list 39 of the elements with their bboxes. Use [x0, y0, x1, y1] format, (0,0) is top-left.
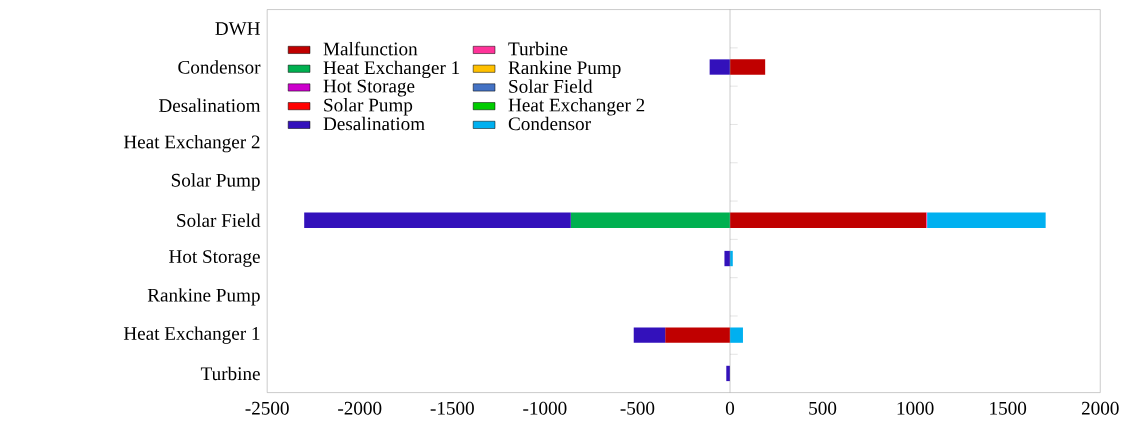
x-tick-label: -1500	[430, 402, 474, 415]
x-tick-label: 2000	[1081, 402, 1119, 415]
y-tick-label: Turbine	[200, 366, 260, 381]
x-tick-label: 0	[725, 402, 735, 415]
x-tick-label: -2500	[245, 402, 289, 415]
legend-label: Heat Exchanger 1	[323, 60, 460, 79]
bar	[570, 212, 730, 229]
bar	[665, 327, 730, 344]
legend-label: Malfunction	[323, 41, 418, 56]
bar	[304, 212, 571, 229]
legend-label: Solar Field	[509, 79, 593, 94]
y-tick-label: Condensor	[178, 60, 261, 74]
x-tick-label: 1000	[897, 402, 934, 415]
x-tick-label: -2000	[338, 402, 382, 415]
legend-label: Hot Storage	[323, 79, 415, 97]
legend-label: Desalinatiom	[323, 117, 425, 131]
y-tick-label: Solar Pump	[171, 173, 260, 191]
x-tick-label: 1500	[990, 402, 1027, 415]
y-tick-label: DWH	[215, 22, 260, 36]
y-tick-label: Hot Storage	[169, 250, 260, 268]
legend-label: Solar Pump	[324, 98, 413, 116]
y-tick-label: Solar Field	[177, 213, 261, 228]
y-tick-label: Desalinatiom	[158, 98, 261, 113]
y-tick-label: Heat Exchanger 2	[123, 135, 260, 153]
x-tick-label: -500	[620, 402, 655, 415]
bar	[927, 212, 1046, 229]
bar	[730, 327, 743, 344]
legend-label: Condensor	[508, 117, 591, 131]
legend-label: Turbine	[508, 42, 568, 56]
legend-label: Rankine Pump	[508, 60, 621, 79]
legend-label: Heat Exchanger 2	[508, 98, 645, 116]
bar	[709, 59, 730, 75]
bar	[730, 59, 766, 75]
x-tick-label: 500	[809, 402, 837, 415]
bar	[633, 327, 666, 344]
y-tick-label: Heat Exchanger 1	[123, 326, 260, 345]
x-tick-label: -1000	[523, 402, 567, 415]
y-tick-label: Rankine Pump	[147, 288, 260, 306]
bar	[730, 212, 927, 229]
